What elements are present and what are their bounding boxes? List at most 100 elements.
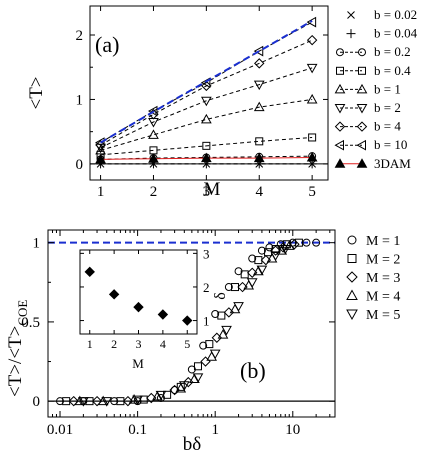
panel-b-series-1-point-6 <box>193 362 202 371</box>
panel-a-series-8-point-0-shape <box>95 153 106 164</box>
panel-a-series-line-3 <box>100 136 313 156</box>
panel-b-series-3-point-7 <box>217 329 229 339</box>
panel-a-series-3-point-4-shape <box>308 133 317 142</box>
panel-a-series-4-point-3 <box>253 101 265 112</box>
panel-a-series-5-point-2 <box>201 96 212 107</box>
panel-b-series-1-point-10-shape <box>240 270 249 279</box>
panel-a-legend-marker-a-4 <box>334 83 346 94</box>
panel-b-series-4-point-3-shape <box>155 390 167 401</box>
panel-a-legend-label-7: b = 10 <box>374 137 407 152</box>
panel-a-x-tick-label-3: 4 <box>255 184 263 200</box>
panel-a-legend-label-5: b = 2 <box>374 100 401 115</box>
panel-a-series-3-point-2 <box>202 141 211 150</box>
panel-b-series-0-point-0 <box>56 397 65 406</box>
panel-a-legend-marker-a-2-shape <box>336 48 344 57</box>
inset-point-2-shape <box>133 301 144 313</box>
panel-b-series-4-point-2 <box>132 395 143 406</box>
panel-a-series-6-point-3 <box>254 58 265 69</box>
panel-a-series-7-point-0 <box>95 137 105 148</box>
panel-b-series-3-point-10-shape <box>253 265 264 276</box>
inset-point-3-shape <box>157 309 169 320</box>
panel-a-legend-marker-a-2 <box>336 48 344 57</box>
panel-a-legend-marker-b-5-shape <box>356 104 368 114</box>
panel-b-label: (b) <box>240 358 266 383</box>
inset-point-1 <box>108 289 120 300</box>
panel-a-series-6-point-4 <box>306 34 318 46</box>
inset-x-tick-label-3: 4 <box>160 337 166 351</box>
inset-x-tick-label-0: 1 <box>87 337 93 351</box>
panel-b-legend-label-3: M = 4 <box>366 290 400 305</box>
panel-b-series-0-point-12-shape <box>257 246 266 255</box>
panel-b-series-3-point-5-shape <box>189 373 200 383</box>
panel-b-y-tick-label-1: 0.5 <box>21 315 40 331</box>
panel-a-x-tick-label-2: 3 <box>203 184 211 200</box>
inset-y-tick-label-2: 3 <box>203 246 210 261</box>
panel-a-series-4-point-3-shape <box>253 101 265 112</box>
panel-b-series-1-point-7 <box>205 340 214 349</box>
panel-b-x-tick-label-1: 0.1 <box>128 422 147 438</box>
panel-a-series-8-point-4-shape <box>306 151 318 162</box>
panel-a-legend-marker-a-7 <box>334 139 344 151</box>
panel-b-series-3-point-0-shape <box>74 395 86 406</box>
panel-a-legend-marker-a-6-shape <box>334 121 346 132</box>
panel-a-series-7-point-3-shape <box>253 45 264 57</box>
panel-b-x-tick-label-3: 10 <box>285 422 300 438</box>
panel-b-series-0-point-2-shape <box>110 397 119 406</box>
panel-a-series-4-point-0-shape <box>95 144 106 155</box>
panel-b-series-4-point-6 <box>209 349 221 360</box>
panel-a-legend-marker-1-shape <box>346 29 356 39</box>
panel-b-y-axis-label-main: <T>/<T>COE <box>5 300 30 397</box>
panel-a-legend-marker-a-8-shape <box>334 158 346 168</box>
panel-b-series-1-point-7-shape <box>205 340 214 349</box>
panel-b-series-2-point-0 <box>68 395 79 407</box>
panel-a-x-tick-label-0: 1 <box>97 184 105 200</box>
panel-a-legend-label-4: b = 1 <box>374 81 401 96</box>
panel-b-series-0-point-16-shape <box>302 238 311 247</box>
panel-a-legend-marker-b-8 <box>356 158 368 168</box>
panel-b-series-1-point-8-shape <box>217 311 226 320</box>
panel-a-legend-marker-a-6 <box>334 121 346 132</box>
panel-b-series-0-point-15 <box>288 238 297 247</box>
panel-b-series-4-point-7-shape <box>221 325 232 336</box>
panel-a-legend-marker-b-3-shape <box>358 66 366 75</box>
inset-x-tick-label-2: 3 <box>136 337 142 351</box>
panel-b-legend: M = 1 M = 2 M = 3 M = 4 M = 5 <box>346 234 400 323</box>
inset-plot-marks <box>84 266 193 326</box>
panel-a-reference-line <box>100 19 313 144</box>
panel-b-series-3-point-3 <box>152 390 163 401</box>
panel-a-plot-marks <box>90 16 328 169</box>
panel-b-series-4-point-4-shape <box>178 381 190 391</box>
panel-a-series-8-point-2-shape <box>201 152 212 163</box>
panel-b-series-4-point-12-shape <box>279 245 291 255</box>
panel-a-series-8-point-2 <box>201 152 212 163</box>
panel-a-series-5-point-0-shape <box>95 143 106 154</box>
panel-a-legend-marker-a-5 <box>334 104 346 114</box>
panel-a-series-3-point-2-shape <box>202 141 211 150</box>
panel-b-series-0-point-9-shape <box>224 283 233 292</box>
panel-b-series-0-point-8-shape <box>211 309 220 318</box>
panel-a-legend-marker-b-4 <box>356 83 368 94</box>
panel-b-series-1-point-8 <box>217 311 226 320</box>
inset-point-1-shape <box>108 289 120 300</box>
panel-b-legend-marker-2 <box>346 271 358 283</box>
inset-y-tick-label-0: 1 <box>203 314 210 329</box>
panel-a-series-7-point-0-shape <box>95 137 105 148</box>
panel-a-series-4-point-2 <box>201 113 212 124</box>
panel-b-series-1-point-15 <box>294 238 303 247</box>
panel-a-series-3-point-3-shape <box>255 137 264 146</box>
panel-a-legend-marker-0-shape <box>347 11 355 19</box>
panel-b-series-4-point-11-shape <box>270 251 281 261</box>
panel-a-y-tick-label-1: 1 <box>76 92 84 108</box>
inset-x-axis-label: M <box>132 356 144 371</box>
panel-a-legend-label-8: 3DAM <box>374 156 411 171</box>
panel-b-series-2-point-12-shape <box>270 245 281 256</box>
panel-b-series-2-point-1-shape <box>91 395 103 407</box>
panel-a-legend-marker-b-8-shape <box>356 158 368 168</box>
panel-b-series-4-point-1-shape <box>101 397 113 407</box>
panel-a-legend-marker-b-5 <box>356 104 368 114</box>
panel-a-label: (a) <box>95 32 119 57</box>
